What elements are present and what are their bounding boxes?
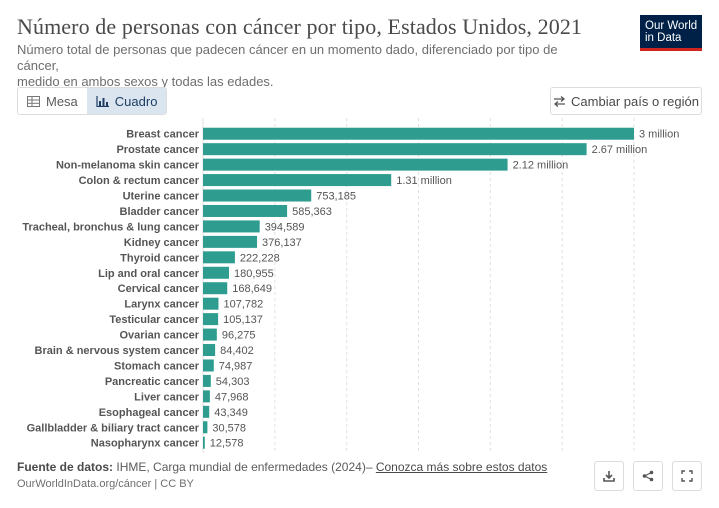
subtitle-line-1: Número total de personas que padecen cán… [17,42,558,73]
table-icon [27,95,40,107]
footer-url[interactable]: OurWorldInData.org/cáncer | CC BY [17,478,194,490]
value-label: 54,303 [216,376,250,388]
share-icon [642,470,654,482]
category-label: Brain & nervous system cancer [35,345,200,357]
value-label: 2.12 million [513,160,569,172]
bar[interactable] [203,143,587,156]
learn-more-link[interactable]: Conozca más sobre estos datos [375,460,548,474]
value-label: 394,589 [265,221,305,233]
value-label: 3 million [639,129,679,141]
bar[interactable] [203,436,205,449]
value-label: 96,275 [222,330,256,342]
share-button[interactable] [633,461,663,491]
logo-stripe [640,48,702,51]
swap-icon [554,95,566,107]
bar[interactable] [203,282,228,295]
value-label: 47,968 [215,391,249,403]
bar-chart: Breast cancer 3 million Prostate cancer 2.6… [22,118,679,453]
category-label: Kidney cancer [124,237,200,249]
category-label: Gallbladder & biliary tract cancer [27,422,200,434]
logo-line-1: Our World [645,20,698,32]
chart-title: Número de personas con cáncer por tipo, … [17,14,583,39]
category-label: Prostate cancer [116,144,199,156]
value-label: 180,955 [234,268,274,280]
tab-chart[interactable]: Cuadro [86,88,167,114]
logo-line-2: in Data [645,32,682,44]
download-icon [603,471,615,482]
category-label: Breast cancer [126,129,199,141]
category-label: Nasopharynx cancer [91,438,200,450]
value-label: 74,987 [219,360,253,372]
source-text: IHME, Carga mundial de enfermedades (202… [116,460,373,474]
subtitle-line-2: medido en ambos sexos y todas las edades… [17,74,274,89]
change-region-button[interactable]: Cambiar país o región [550,87,702,115]
category-label: Uterine cancer [123,191,200,203]
bar[interactable] [203,235,258,248]
value-label: 1.31 million [396,175,452,187]
bar[interactable] [203,405,210,418]
bar[interactable] [203,220,260,233]
value-label: 43,349 [214,407,248,419]
bar[interactable] [203,344,216,357]
value-label: 84,402 [220,345,254,357]
bar[interactable] [203,204,288,217]
footer: Fuente de datos: IHME, Carga mundial de … [17,459,577,493]
fullscreen-icon [681,470,693,482]
chart-icon [96,95,109,107]
value-label: 585,363 [292,206,332,218]
bar[interactable] [203,158,508,171]
source-label: Fuente de datos: [17,460,114,474]
bar[interactable] [203,359,214,372]
bar[interactable] [203,421,208,434]
category-label: Lip and oral cancer [98,268,200,280]
view-tabs: Mesa Cuadro [17,87,168,115]
value-label: 107,782 [223,299,263,311]
tab-table-label: Mesa [46,93,78,109]
value-label: 376,137 [262,237,302,249]
value-label: 12,578 [210,438,244,450]
value-label: 2.67 million [592,144,648,156]
tab-chart-label: Cuadro [114,93,158,109]
bar[interactable] [203,127,634,140]
category-label: Bladder cancer [120,206,200,218]
change-region-label: Cambiar país o región [571,93,699,109]
bar[interactable] [203,174,392,187]
chart-subtitle: Número total de personas que padecen cán… [17,42,597,90]
value-label: 222,228 [240,252,280,264]
bar[interactable] [203,313,219,326]
bar[interactable] [203,251,235,264]
value-label: 105,137 [223,314,263,326]
value-label: 30,578 [212,422,246,434]
bar[interactable] [203,328,217,341]
fullscreen-button[interactable] [672,461,702,491]
category-label: Pancreatic cancer [105,376,200,388]
category-label: Stomach cancer [114,360,200,372]
category-label: Esophageal cancer [99,407,200,419]
tab-table[interactable]: Mesa [18,88,87,114]
category-label: Colon & rectum cancer [79,175,200,187]
category-label: Testicular cancer [109,314,199,326]
download-button[interactable] [594,461,624,491]
category-label: Cervical cancer [118,283,200,295]
bar[interactable] [203,390,210,403]
bar[interactable] [203,266,229,279]
bar[interactable] [203,297,219,310]
value-label: 168,649 [232,283,272,295]
category-label: Ovarian cancer [120,330,200,342]
category-label: Thyroid cancer [120,252,200,264]
bar[interactable] [203,374,211,387]
source-line: Fuente de datos: IHME, Carga mundial de … [17,459,577,476]
bar[interactable] [203,189,312,202]
category-label: Liver cancer [134,391,200,403]
value-label: 753,185 [316,191,356,203]
category-label: Larynx cancer [124,299,199,311]
owid-logo[interactable]: Our World in Data [640,15,702,51]
category-label: Tracheal, bronchus & lung cancer [22,221,199,233]
category-label: Non-melanoma skin cancer [56,160,200,172]
